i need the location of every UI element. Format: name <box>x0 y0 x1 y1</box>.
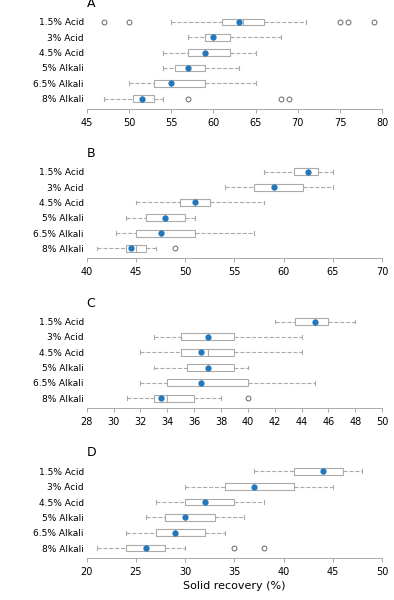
Bar <box>126 545 165 551</box>
Bar <box>126 245 146 252</box>
Bar <box>188 364 234 371</box>
Bar <box>165 514 215 521</box>
Bar <box>294 468 343 475</box>
Bar <box>225 483 294 490</box>
Bar <box>181 349 234 356</box>
Bar <box>167 379 248 386</box>
Bar <box>181 334 234 340</box>
Bar <box>205 34 230 41</box>
Text: D: D <box>87 446 96 460</box>
Text: C: C <box>87 296 95 310</box>
Bar <box>188 49 230 56</box>
Bar <box>222 19 264 25</box>
Bar <box>146 214 185 221</box>
X-axis label: Solid recovery (%): Solid recovery (%) <box>183 581 286 591</box>
Bar <box>185 499 234 505</box>
Bar <box>133 95 154 102</box>
Bar <box>180 199 210 206</box>
Text: B: B <box>87 147 95 160</box>
Bar <box>175 65 205 71</box>
Bar <box>295 318 329 325</box>
Bar <box>254 184 303 191</box>
Bar <box>156 529 205 536</box>
Text: A: A <box>87 0 95 10</box>
Bar <box>154 395 194 401</box>
Bar <box>294 169 318 175</box>
Bar <box>136 230 195 236</box>
Bar <box>154 80 205 87</box>
